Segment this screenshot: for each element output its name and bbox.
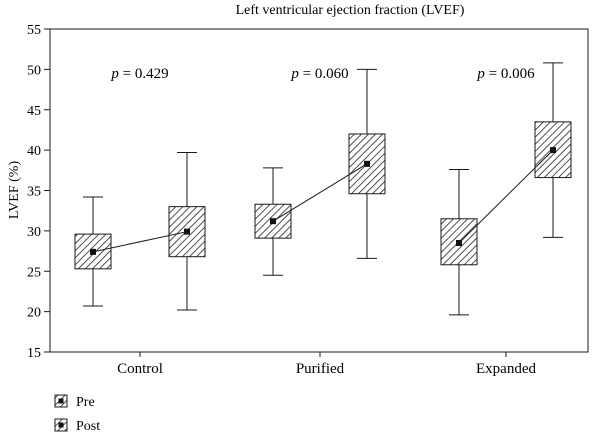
y-tick-label: 35 xyxy=(27,185,41,200)
whiskers xyxy=(83,62,563,316)
legend-label-post: Post xyxy=(76,419,100,434)
legend-item-pre: Pre xyxy=(54,394,95,410)
median-marker-control-pre xyxy=(90,248,96,255)
legend: Pre Post xyxy=(54,394,100,434)
y-tick-label: 50 xyxy=(27,63,41,78)
y-axis: 15 20 25 30 35 40 45 50 55 xyxy=(27,23,50,361)
y-tick-label: 15 xyxy=(27,346,41,361)
median-connector-expanded xyxy=(458,149,554,244)
median-connector-purified xyxy=(272,163,368,222)
median-marker-control-post xyxy=(184,228,190,235)
p-value-control: p = 0.429 xyxy=(110,66,168,82)
median-marker-purified-pre xyxy=(270,218,276,225)
x-tick-label-control: Control xyxy=(117,361,163,377)
median-marker-expanded-post xyxy=(550,147,556,154)
median-markers xyxy=(90,147,556,255)
boxes xyxy=(74,121,572,270)
legend-label-pre: Pre xyxy=(76,395,95,410)
p-value-purified: p = 0.060 xyxy=(290,66,348,82)
median-connector-control xyxy=(92,231,188,253)
y-tick-label: 30 xyxy=(27,225,41,240)
chart-title: Left ventricular ejection fraction (LVEF… xyxy=(236,3,465,18)
legend-marker-pre xyxy=(58,398,64,404)
x-axis: Control Purified Expanded xyxy=(117,352,536,377)
y-tick-label: 40 xyxy=(27,144,41,159)
y-tick-label: 45 xyxy=(27,104,41,119)
p-value-annotations: p = 0.429 p = 0.060 p = 0.006 xyxy=(110,66,535,82)
p-value-expanded: p = 0.006 xyxy=(476,66,535,82)
median-marker-purified-post xyxy=(364,160,370,167)
legend-marker-post xyxy=(58,422,64,428)
y-tick-label: 20 xyxy=(27,306,41,321)
y-axis-label: LVEF (%) xyxy=(7,161,22,220)
y-tick-label: 55 xyxy=(27,23,41,38)
x-tick-label-expanded: Expanded xyxy=(476,361,536,377)
legend-item-post: Post xyxy=(54,418,100,434)
median-connectors xyxy=(92,149,554,253)
x-tick-label-purified: Purified xyxy=(296,361,345,377)
y-tick-label: 25 xyxy=(27,265,41,280)
median-marker-expanded-pre xyxy=(456,239,462,246)
